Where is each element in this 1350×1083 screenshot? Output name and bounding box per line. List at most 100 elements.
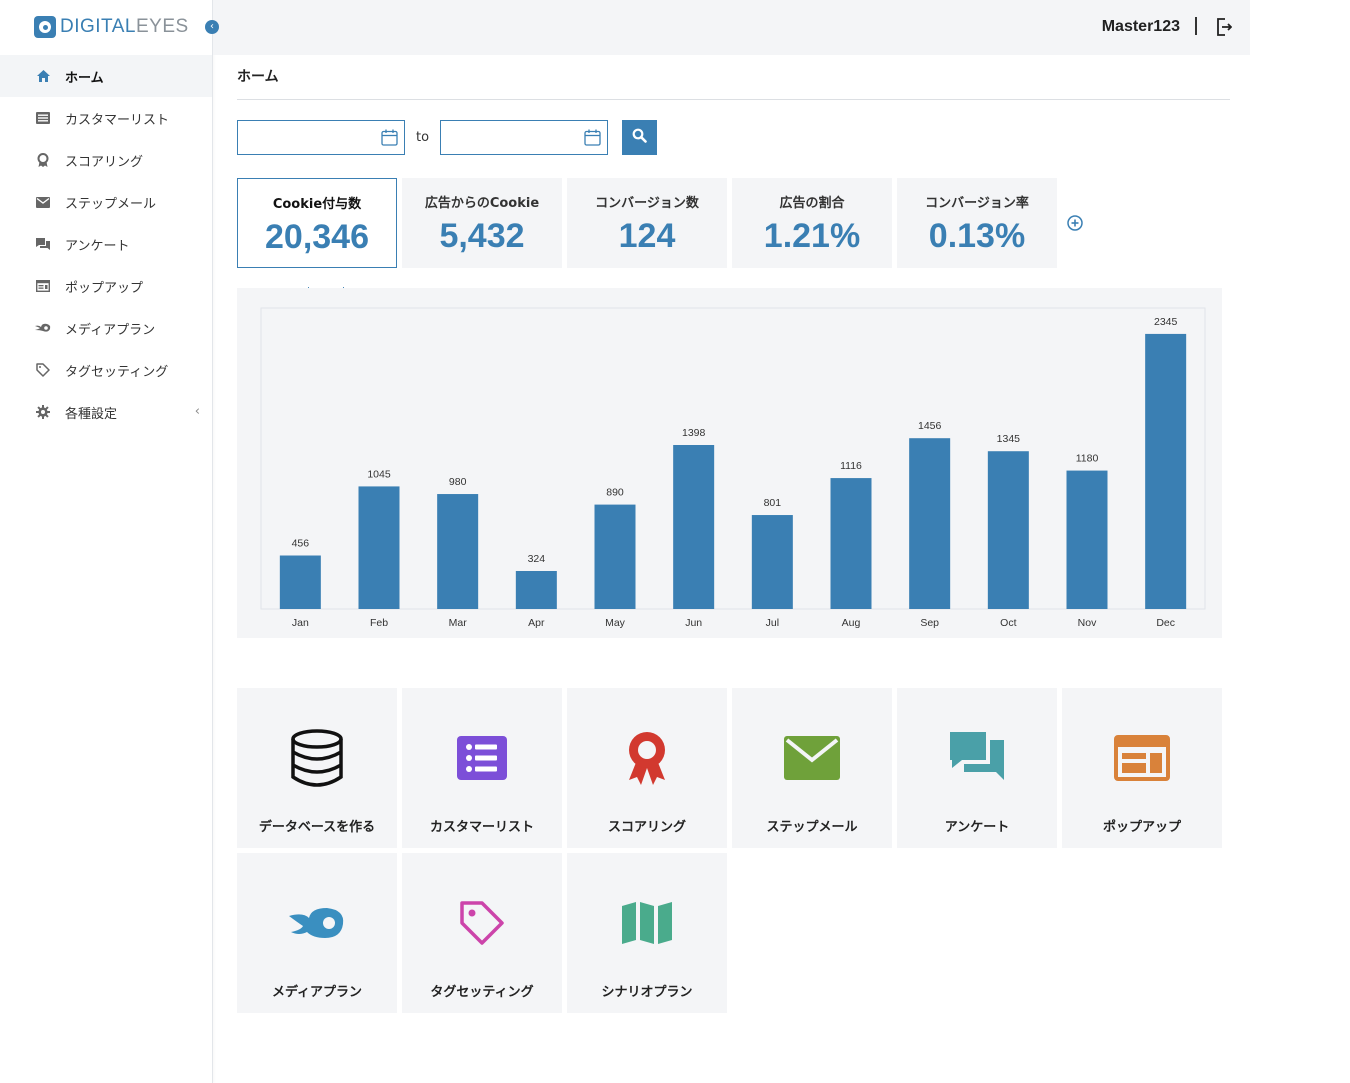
mail-icon	[732, 728, 892, 788]
start-date-input[interactable]	[237, 120, 405, 155]
stat-card-cookies[interactable]: Cookie付与数 20,346	[237, 178, 397, 307]
tile-label: アンケート	[944, 820, 1010, 835]
sidebar-item-popup[interactable]: ポップアップ	[0, 265, 212, 307]
stat-label: 広告からのCookie	[424, 196, 540, 211]
user-name[interactable]: Master123	[1101, 18, 1180, 35]
search-button[interactable]	[622, 120, 657, 155]
tile-scoring[interactable]: スコアリング	[567, 688, 727, 848]
chart-svg: 456 Jan 1045 Feb 980 Mar 324 Apr 890 May 1398 Jun 80…	[260, 307, 1206, 629]
sidebar-item-scoring[interactable]: スコアリング	[0, 139, 212, 181]
tile-customer-list[interactable]: カスタマーリスト	[402, 688, 562, 848]
sidebar-item-label: ホーム	[65, 70, 104, 86]
main-content: ホーム to Cookie付与数 20,346	[237, 55, 1230, 1013]
stat-card-ad-cookies[interactable]: 広告からのCookie 5,432	[402, 178, 562, 268]
map-icon	[567, 893, 727, 953]
chat-icon	[35, 236, 51, 252]
sidebar-item-label: メディアプラン	[65, 322, 156, 338]
x-tick-label: Apr	[528, 617, 545, 629]
popup-icon	[1062, 728, 1222, 788]
tile-popup[interactable]: ポップアップ	[1062, 688, 1222, 848]
sidebar-item-survey[interactable]: アンケート	[0, 223, 212, 265]
brand-name: DIGITALEYES	[60, 16, 189, 37]
stat-card-ad-ratio[interactable]: 広告の割合 1.21%	[732, 178, 892, 268]
bar-dec[interactable]	[1145, 333, 1187, 609]
tile-create-database[interactable]: データベースを作る	[237, 688, 397, 848]
tile-scenario-plan[interactable]: シナリオプラン	[567, 853, 727, 1013]
x-tick-label: Dec	[1156, 617, 1175, 629]
bar-jun[interactable]	[673, 445, 715, 609]
stat-label: Cookie付与数	[272, 197, 362, 212]
sidebar-item-media-plan[interactable]: メディアプラン	[0, 307, 212, 349]
bar-feb[interactable]	[358, 486, 400, 609]
bar-mar[interactable]	[437, 494, 479, 609]
bar-sep[interactable]	[909, 438, 951, 609]
tile-label: シナリオプラン	[601, 985, 693, 1000]
tile-label: カスタマーリスト	[429, 820, 534, 835]
data-label: 890	[606, 487, 624, 499]
sidebar-item-settings[interactable]: 各種設定 ‹	[0, 391, 212, 433]
plot-frame	[260, 307, 1206, 610]
x-tick-label: Feb	[370, 617, 388, 629]
sidebar-item-step-mail[interactable]: ステップメール	[0, 181, 212, 223]
bar-aug[interactable]	[830, 478, 872, 609]
tile-label: データベースを作る	[258, 820, 376, 835]
stat-value: 5,432	[439, 217, 525, 255]
sidebar-item-tag-setting[interactable]: タグセッティング	[0, 349, 212, 391]
logout-icon[interactable]	[1216, 18, 1233, 36]
stat-label: コンバージョン数	[595, 196, 699, 211]
brand-logo[interactable]: DIGITALEYES	[34, 14, 189, 40]
stat-card-conversion-rate[interactable]: コンバージョン率 0.13%	[897, 178, 1057, 268]
bar-nov[interactable]	[1066, 470, 1108, 609]
home-icon	[35, 68, 51, 84]
sidebar-item-customer-list[interactable]: カスタマーリスト	[0, 97, 212, 139]
chevron-left-icon[interactable]: ‹	[194, 404, 200, 419]
sidebar-item-home[interactable]: ホーム	[0, 55, 212, 97]
media-icon	[35, 320, 51, 336]
sidebar-item-label: アンケート	[65, 238, 130, 254]
tile-survey[interactable]: アンケート	[897, 688, 1057, 848]
data-label: 1345	[997, 433, 1021, 445]
monthly-bar-chart: 456 Jan 1045 Feb 980 Mar 324 Apr 890 May 1398 Jun 80…	[237, 288, 1222, 638]
gear-icon	[35, 404, 51, 420]
database-icon	[237, 728, 397, 788]
stat-card-conversions[interactable]: コンバージョン数 124	[567, 178, 727, 268]
stat-value: 0.13%	[928, 217, 1026, 255]
x-tick-label: Mar	[449, 617, 468, 629]
data-label: 2345	[1154, 316, 1178, 328]
calendar-icon[interactable]	[381, 129, 398, 150]
sidebar-collapse-button[interactable]: ‹	[205, 20, 219, 34]
stat-value: 1.21%	[763, 217, 861, 255]
bar-jan[interactable]	[279, 555, 321, 609]
tile-tag-setting[interactable]: タグセッティング	[402, 853, 562, 1013]
data-label: 1180	[1076, 453, 1099, 465]
bar-apr[interactable]	[515, 570, 557, 609]
award-icon	[567, 728, 727, 788]
tag-icon	[35, 362, 51, 378]
stat-label: コンバージョン率	[925, 196, 1029, 211]
add-stat-button[interactable]	[1067, 215, 1083, 231]
bar-jul[interactable]	[751, 515, 793, 609]
end-date-input[interactable]	[440, 120, 608, 155]
tile-label: タグセッティング	[430, 985, 534, 1000]
bar-oct[interactable]	[987, 451, 1029, 609]
stat-value: 20,346	[265, 218, 369, 256]
data-label: 1116	[840, 460, 862, 472]
bar-may[interactable]	[594, 504, 636, 609]
data-label: 1398	[682, 427, 706, 439]
mail-icon	[35, 194, 51, 210]
media-icon	[237, 893, 397, 953]
popup-icon	[35, 278, 51, 294]
data-label: 1456	[918, 420, 942, 432]
data-label: 801	[764, 497, 782, 509]
tile-media-plan[interactable]: メディアプラン	[237, 853, 397, 1013]
search-icon	[632, 128, 647, 147]
sidebar-item-label: ポップアップ	[65, 280, 144, 296]
x-tick-label: Oct	[1000, 617, 1016, 629]
list-icon	[402, 728, 562, 788]
stat-value: 124	[618, 217, 676, 255]
plus-circle-icon	[1067, 215, 1083, 231]
feature-tiles: データベースを作る カスタマーリスト スコアリング ステップメール アンケート	[237, 688, 1227, 1018]
calendar-icon[interactable]	[584, 129, 601, 150]
tile-step-mail[interactable]: ステップメール	[732, 688, 892, 848]
sidebar-item-label: ステップメール	[65, 196, 157, 212]
